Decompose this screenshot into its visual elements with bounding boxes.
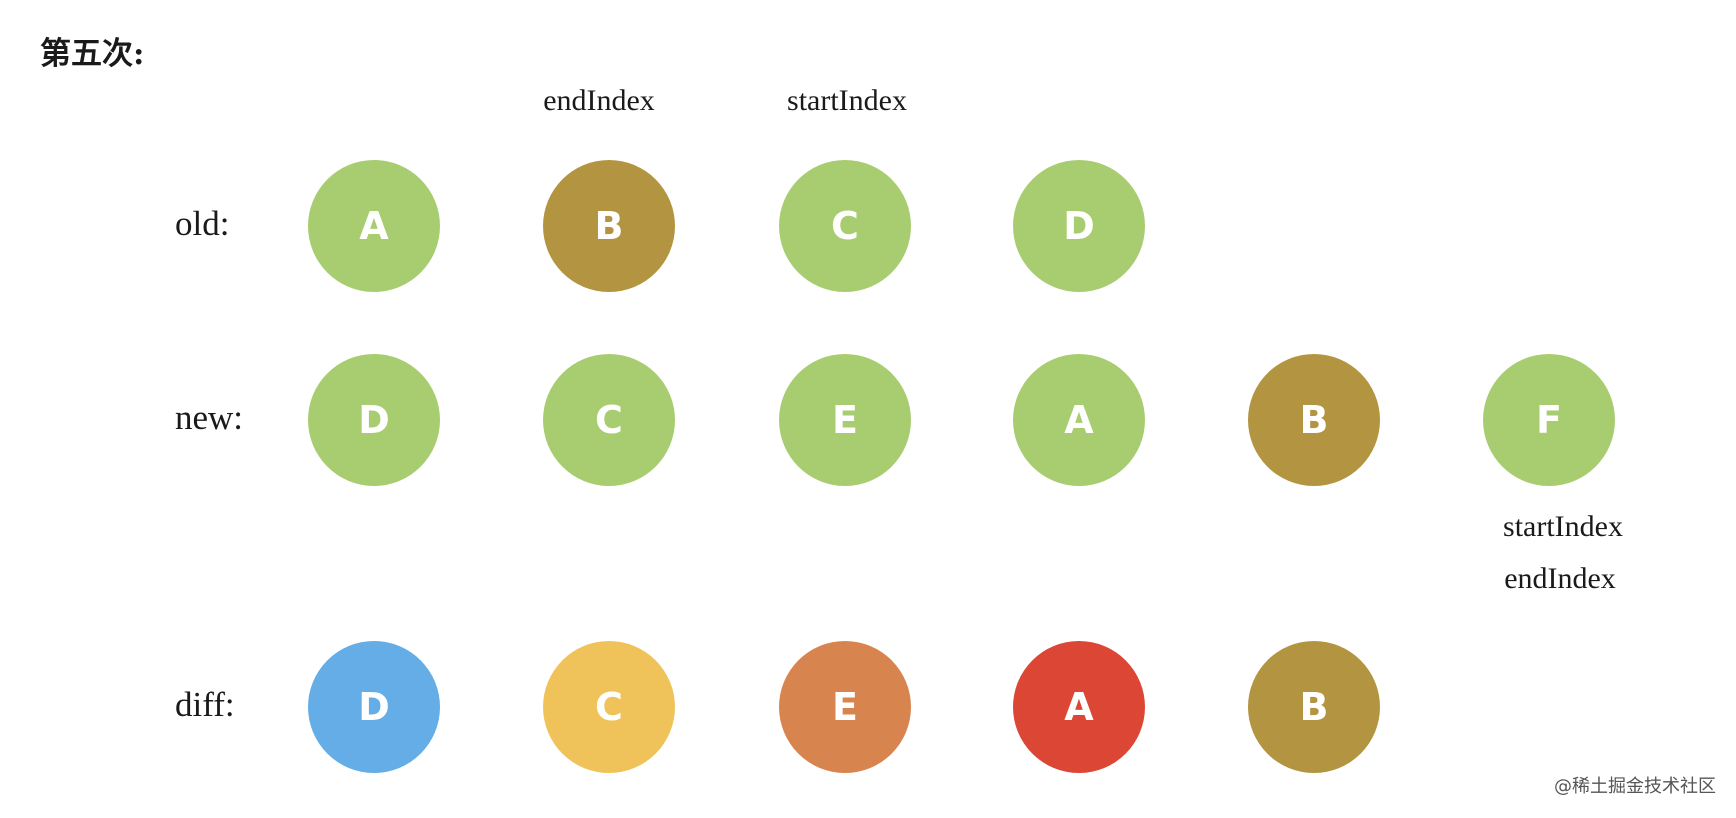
diff-node-d: D — [308, 641, 440, 773]
new-node-b: B — [1248, 354, 1380, 486]
diff-node-b: B — [1248, 641, 1380, 773]
diff-node-a: A — [1013, 641, 1145, 773]
new-node-c: C — [543, 354, 675, 486]
old-end-index-pointer: endIndex — [479, 84, 719, 118]
diff-node-e: E — [779, 641, 911, 773]
step-title: 第五次: — [40, 28, 144, 73]
old-start-index-pointer: startIndex — [727, 84, 967, 118]
new-end-index-pointer: endIndex — [1440, 562, 1680, 596]
new-start-index-pointer: startIndex — [1443, 510, 1683, 544]
new-node-f: F — [1483, 354, 1615, 486]
diff-row-label: diff: — [175, 685, 235, 725]
watermark: @稀土掘金技术社区 — [1554, 772, 1716, 798]
new-node-e: E — [779, 354, 911, 486]
new-node-a: A — [1013, 354, 1145, 486]
new-row-label: new: — [175, 398, 243, 438]
old-node-d: D — [1013, 160, 1145, 292]
old-node-b: B — [543, 160, 675, 292]
old-node-a: A — [308, 160, 440, 292]
new-node-d: D — [308, 354, 440, 486]
old-node-c: C — [779, 160, 911, 292]
old-row-label: old: — [175, 204, 229, 244]
diff-node-c: C — [543, 641, 675, 773]
